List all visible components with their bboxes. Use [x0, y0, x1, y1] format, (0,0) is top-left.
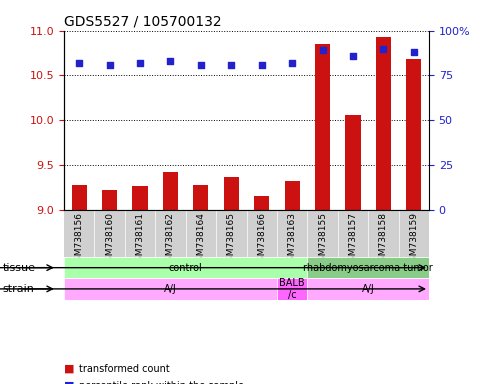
Text: GSM738157: GSM738157 [349, 212, 357, 267]
Point [258, 61, 266, 68]
Text: GSM738162: GSM738162 [166, 212, 175, 267]
Text: percentile rank within the sample: percentile rank within the sample [79, 381, 244, 384]
Text: transformed count: transformed count [79, 364, 170, 374]
Text: GSM738166: GSM738166 [257, 212, 266, 267]
Bar [315, 44, 330, 210]
Point [227, 61, 235, 68]
Bar [193, 184, 209, 210]
Text: strain: strain [2, 284, 35, 294]
Text: BALB
/c: BALB /c [280, 278, 305, 300]
Text: GSM738159: GSM738159 [409, 212, 418, 267]
Bar [376, 37, 391, 210]
Text: GSM738164: GSM738164 [196, 212, 206, 267]
Bar [133, 186, 148, 210]
Bar [102, 190, 117, 210]
Point [106, 61, 113, 68]
Text: ■: ■ [64, 381, 74, 384]
Bar [71, 185, 87, 210]
Text: GSM738160: GSM738160 [105, 212, 114, 267]
Point [75, 60, 83, 66]
Text: GSM738158: GSM738158 [379, 212, 388, 267]
Point [167, 58, 175, 64]
Point [288, 60, 296, 66]
Text: GDS5527 / 105700132: GDS5527 / 105700132 [64, 14, 222, 28]
Bar [64, 257, 307, 278]
Bar [64, 278, 277, 300]
Bar [277, 278, 307, 300]
Text: GSM738165: GSM738165 [227, 212, 236, 267]
Text: GSM738156: GSM738156 [75, 212, 84, 267]
Point [197, 61, 205, 68]
Point [410, 49, 418, 55]
Text: A/J: A/J [164, 284, 177, 294]
Text: GSM738161: GSM738161 [136, 212, 144, 267]
Bar [254, 196, 269, 210]
Point [136, 60, 144, 66]
Text: GSM738155: GSM738155 [318, 212, 327, 267]
Point [349, 53, 357, 59]
Text: GSM738163: GSM738163 [287, 212, 297, 267]
Text: ■: ■ [64, 364, 74, 374]
Bar [345, 115, 360, 210]
Text: tissue: tissue [2, 263, 35, 273]
Text: control: control [169, 263, 203, 273]
Bar [284, 181, 300, 210]
Point [380, 46, 387, 52]
Bar [307, 278, 429, 300]
Point [318, 47, 326, 53]
Text: rhabdomyosarcoma tumor: rhabdomyosarcoma tumor [303, 263, 433, 273]
Bar [163, 172, 178, 210]
Bar [406, 60, 422, 210]
Bar [307, 257, 429, 278]
Text: A/J: A/J [362, 284, 375, 294]
Bar [224, 177, 239, 210]
